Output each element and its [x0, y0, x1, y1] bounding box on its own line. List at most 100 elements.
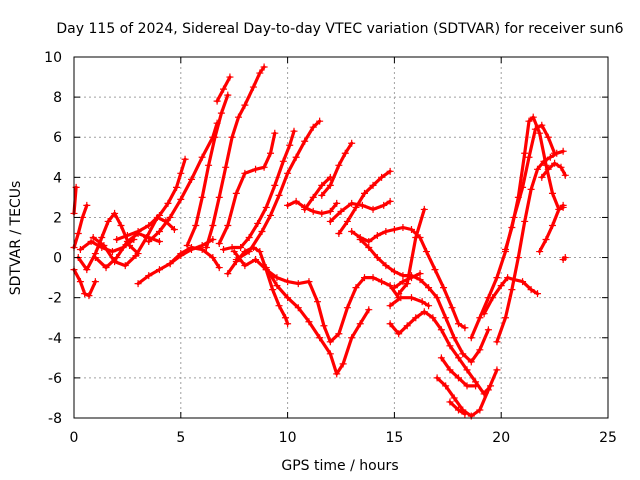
- series-line: [234, 119, 322, 262]
- data-series: [70, 63, 569, 420]
- data-point: [425, 284, 433, 292]
- series-arc-20: [262, 264, 373, 378]
- series-arc-33: [437, 354, 480, 390]
- data-point: [279, 157, 287, 165]
- data-point: [284, 201, 292, 209]
- data-point: [356, 236, 364, 244]
- data-point: [418, 298, 426, 306]
- data-point: [542, 236, 550, 244]
- data-point: [249, 244, 257, 252]
- chart-title: Day 115 of 2024, Sidereal Day-to-day VTE…: [56, 21, 623, 37]
- data-point: [91, 278, 99, 286]
- data-point: [337, 207, 345, 215]
- data-point: [386, 197, 394, 205]
- data-point: [551, 159, 559, 167]
- data-point: [365, 244, 373, 252]
- data-point: [224, 91, 232, 99]
- data-point: [450, 394, 458, 402]
- data-point: [431, 266, 439, 274]
- data-point: [155, 238, 163, 246]
- data-point: [209, 236, 217, 244]
- data-point: [170, 225, 178, 233]
- data-point: [181, 155, 189, 163]
- data-point: [177, 250, 185, 258]
- y-tick-label: 0: [53, 251, 62, 267]
- data-point: [232, 258, 240, 266]
- data-point: [369, 205, 377, 213]
- data-point: [301, 137, 309, 145]
- data-point: [87, 238, 95, 246]
- series-arc-24: [326, 197, 394, 225]
- data-point: [373, 254, 381, 262]
- data-point: [286, 141, 294, 149]
- data-point: [215, 240, 223, 248]
- y-tick-label: 8: [53, 90, 62, 106]
- data-point: [108, 248, 116, 256]
- series-arc-10: [145, 119, 221, 246]
- data-point: [294, 304, 302, 312]
- data-point: [102, 264, 110, 272]
- data-point: [290, 127, 298, 135]
- data-point: [262, 264, 270, 272]
- data-point: [525, 153, 533, 161]
- data-point: [559, 147, 567, 155]
- data-point: [252, 256, 260, 264]
- data-point: [386, 320, 394, 328]
- data-point: [83, 266, 91, 274]
- data-point: [241, 248, 249, 256]
- data-point: [256, 69, 264, 77]
- data-point: [305, 278, 313, 286]
- data-point: [83, 201, 91, 209]
- data-point: [320, 322, 328, 330]
- data-point: [467, 358, 475, 366]
- data-point: [271, 181, 279, 189]
- data-point: [529, 113, 537, 121]
- series-line: [435, 368, 499, 418]
- data-point: [501, 314, 509, 322]
- data-point: [369, 274, 377, 282]
- data-point: [145, 221, 153, 229]
- data-point: [476, 346, 484, 354]
- series-arc-40: [538, 159, 569, 181]
- data-point: [113, 254, 121, 262]
- data-point: [497, 282, 505, 290]
- series-arc-39: [536, 203, 567, 256]
- data-point: [356, 320, 364, 328]
- data-point: [267, 149, 275, 157]
- data-point: [173, 183, 181, 191]
- data-point: [433, 294, 441, 302]
- data-point: [446, 398, 454, 406]
- data-point: [318, 181, 326, 189]
- data-point: [501, 246, 509, 254]
- data-point: [284, 278, 292, 286]
- data-point: [352, 284, 360, 292]
- data-point: [318, 191, 326, 199]
- series-arc-2: [70, 183, 80, 217]
- series-arc-8: [113, 155, 189, 244]
- data-point: [262, 203, 270, 211]
- data-point: [164, 199, 172, 207]
- series-line: [538, 205, 565, 254]
- data-point: [343, 304, 351, 312]
- data-point: [205, 161, 213, 169]
- data-point: [79, 213, 87, 221]
- data-point: [209, 254, 217, 262]
- data-point: [309, 193, 317, 201]
- data-point: [187, 244, 195, 252]
- data-point: [305, 318, 313, 326]
- series-arc-6: [89, 213, 178, 270]
- series-arc-28: [386, 294, 433, 310]
- data-point: [386, 167, 394, 175]
- x-tick-label: 10: [279, 430, 297, 446]
- data-point: [557, 163, 565, 171]
- data-point: [442, 314, 450, 322]
- data-point: [555, 205, 563, 213]
- series-line: [303, 175, 332, 211]
- x-tick-label: 20: [492, 430, 510, 446]
- series-arc-23: [318, 139, 356, 199]
- data-point: [420, 205, 428, 213]
- data-point: [534, 290, 542, 298]
- data-point: [230, 248, 238, 256]
- data-point: [316, 334, 324, 342]
